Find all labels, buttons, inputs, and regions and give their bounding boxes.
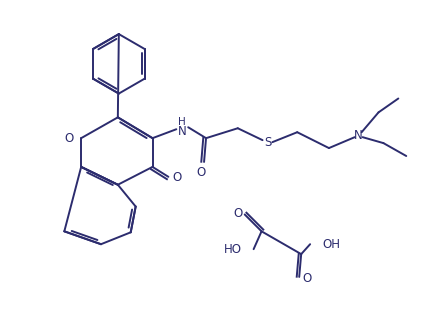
Text: N: N [178, 125, 187, 138]
Text: N: N [354, 129, 363, 142]
Text: HO: HO [224, 243, 242, 256]
Text: O: O [302, 272, 311, 285]
Text: O: O [64, 132, 73, 145]
Text: OH: OH [322, 238, 340, 251]
Text: O: O [233, 207, 243, 220]
Text: O: O [197, 166, 206, 179]
Text: S: S [264, 136, 271, 149]
Text: O: O [172, 171, 181, 184]
Text: H: H [178, 117, 186, 127]
